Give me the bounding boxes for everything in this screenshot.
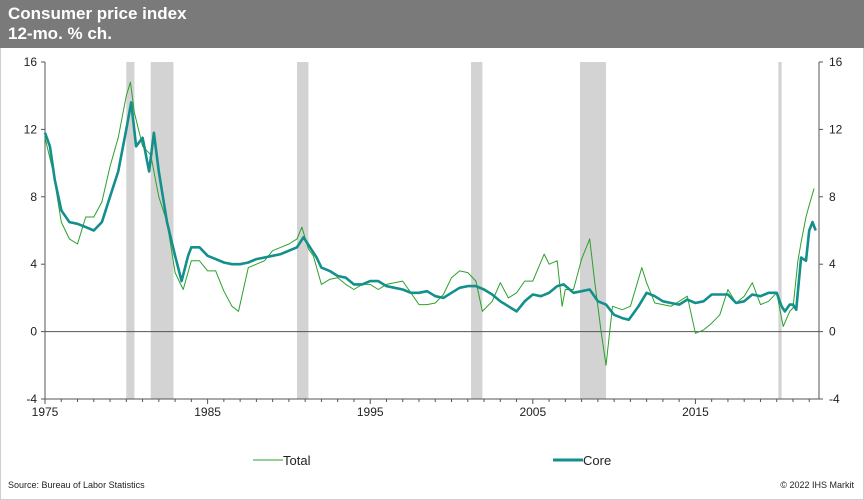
chart-header: Consumer price index 12-mo. % ch. [0,0,864,48]
y-tick-label-left: 8 [30,190,37,204]
y-tick-label-left: 12 [24,122,38,136]
chart-title: Consumer price index [8,4,187,23]
x-tick-label: 1975 [32,405,59,419]
legend-label-core: Core [583,453,611,468]
y-tick-label-right: 4 [829,257,836,271]
recession-band-4 [579,62,606,399]
y-tick-label-right: 8 [829,190,836,204]
x-tick-label: 2005 [519,405,546,419]
recession-shading-group [126,62,782,399]
series-line-core [43,101,817,322]
y-tick-label-left: 4 [30,257,37,271]
y-tick-label-right: 0 [829,325,836,339]
y-tick-label-left: 16 [24,55,38,69]
legend: Total Core [253,453,611,468]
copyright-note: © 2022 IHS Markit [780,480,854,490]
y-tick-label-left: -4 [26,392,37,406]
recession-band-0 [126,62,135,399]
series-line-total [44,81,815,366]
y-tick-label-right: -4 [829,392,840,406]
y-tick-label-right: 12 [829,122,843,136]
x-tick-label: 1985 [194,405,221,419]
chart-subtitle: 12-mo. % ch. [8,24,112,43]
y-tick-label-right: 16 [829,55,843,69]
legend-label-total: Total [283,453,311,468]
axes-group: -4 -4 0 0 4 4 8 8 12 12 16 16 1975 1985 1995 2005 2015 [24,55,843,419]
recession-band-3 [471,62,483,399]
source-note: Source: Bureau of Labor Statistics [8,480,145,490]
recession-band-5 [778,62,782,399]
x-tick-label: 1995 [357,405,384,419]
x-tick-label: 2015 [682,405,709,419]
y-tick-label-left: 0 [30,325,37,339]
series-group [43,81,817,366]
